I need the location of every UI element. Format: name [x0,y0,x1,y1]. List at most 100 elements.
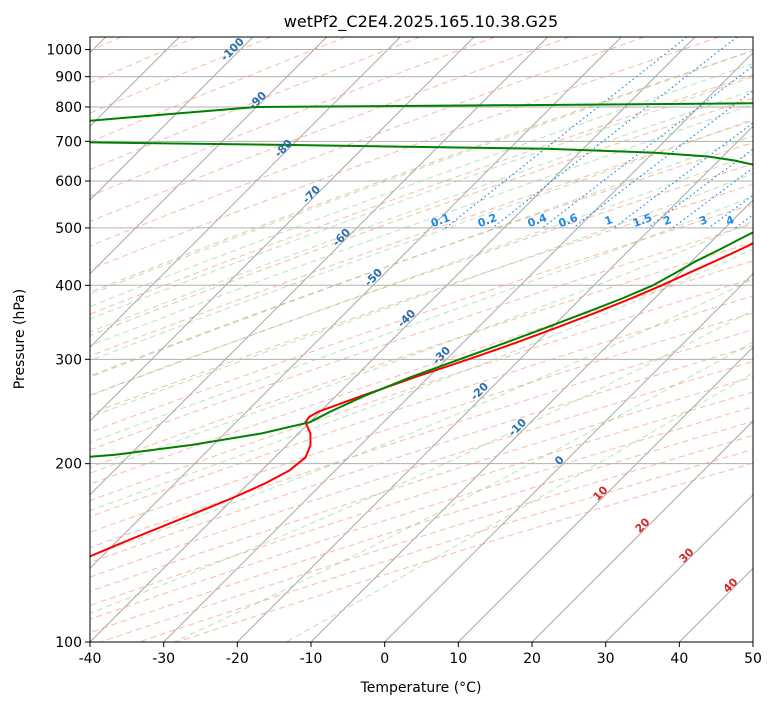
y-axis-label: Pressure (hPa) [12,289,28,389]
dry-adiabat-line [90,260,753,485]
y-tick-label: 600 [55,174,82,190]
isotherm-line [90,37,549,496]
y-tick-label: 200 [55,457,82,473]
y-tick-label: 900 [55,70,82,86]
moist-adiabat-label: 40 [721,575,741,595]
y-tick-label: 300 [55,352,82,368]
moist-adiabat-line [90,76,753,320]
mixing-ratio-label: 1 [603,213,615,228]
x-tick-label: 20 [523,651,541,667]
x-tick-label: -10 [300,651,323,667]
x-tick-label: -40 [79,651,102,667]
moist-adiabat-line [90,195,753,444]
dry-adiabat-label: -20 [468,380,491,403]
dry-adiabat-line [90,163,753,396]
x-tick-label: 30 [597,651,615,667]
chart-title: wetPf2_C2E4.2025.165.10.38.G25 [284,12,558,32]
dry-adiabat-line [90,120,753,357]
dry-adiabat-label: -60 [330,226,353,249]
isotherm-line [90,37,622,570]
dry-adiabat-line [90,37,272,114]
dry-adiabat-line [90,74,753,315]
isotherm-line [163,51,753,642]
mixing-ratio-label: 0.6 [557,211,580,230]
dry-adiabat-label: -80 [272,137,295,160]
dry-adiabat-line [90,223,753,451]
x-tick-label: 0 [380,651,389,667]
dry-adiabat-line [90,37,645,247]
dry-adiabat-line [90,37,346,143]
dry-adiabat-label: -90 [246,89,269,112]
y-tick-label: 100 [55,635,82,651]
temperature-profile-line [90,242,753,558]
mixing-ratio-line [647,148,753,229]
dry-adiabat-label: 0 [552,453,567,468]
moist-adiabat-line [90,248,753,512]
isotherm-line [752,641,753,642]
x-tick-label: 50 [744,651,762,667]
isotherm-line [90,37,696,642]
mixing-ratio-label: 0.1 [429,211,452,230]
isotherm-line [457,346,753,642]
moist-adiabat-line [90,135,753,378]
moist-adiabat-line [90,153,753,397]
dry-adiabat-line [90,37,720,271]
plot-frame [89,36,754,643]
dry-adiabat-line [90,183,753,415]
moist-adiabat-line [90,118,753,362]
y-tick-label: 800 [55,100,82,116]
dry-adiabat-line [90,376,753,592]
x-tick-label: 40 [670,651,688,667]
moist-adiabat-line [90,89,753,333]
dry-adiabat-line [90,37,570,223]
dry-adiabat-label: -10 [506,416,529,439]
moist-adiabat-line [90,103,753,347]
mixing-ratio-label: 6 [763,213,775,228]
isotherm-line [310,199,753,642]
moist-adiabat-line [90,63,753,308]
isotherm-line [384,272,753,642]
moist-adiabat-label: 10 [591,483,611,503]
isotherm-line [90,37,401,349]
mixing-ratio-line [445,37,688,229]
mixing-ratio-label: 0.4 [526,211,549,230]
dry-adiabat-line [90,328,753,549]
dry-adiabat-line [90,97,753,336]
moist-adiabat-line [90,278,753,558]
mixing-ratio-label: 2 [661,213,673,228]
y-tick-label: 700 [55,134,82,150]
dry-adiabat-label: -40 [395,307,418,330]
dry-adiabat-line [90,295,753,518]
mixing-ratio-line [613,122,753,229]
mixing-ratio-label: 4 [724,213,736,228]
dry-adiabat-line [90,203,753,433]
dry-adiabat-line [90,142,753,377]
dry-adiabat-line [90,37,496,197]
isotherm-line [90,37,254,201]
isotherm-line [605,493,753,642]
dry-adiabat-line [90,391,753,606]
x-axis-label: Temperature (°C) [360,680,482,696]
moist-adiabat-label: 20 [633,515,653,535]
moist-adiabat-line [90,173,753,418]
y-tick-label: 1000 [46,43,82,59]
mixing-ratio-label: 3 [698,213,710,228]
mixing-ratio-line [492,37,738,229]
dry-adiabat-line [90,345,753,564]
x-tick-label: 10 [449,651,467,667]
mixing-ratio-label: 0.2 [476,211,499,230]
isotherm-line [90,37,475,422]
isotherm-line [678,567,753,642]
mixing-ratio-line [572,89,753,229]
dry-adiabat-line [90,360,753,578]
dry-adiabat-line [90,312,753,533]
isotherm-line [236,125,753,642]
dry-adiabat-line [90,37,421,171]
x-tick-label: -30 [152,651,175,667]
mixing-ratio-label: 1.5 [631,211,654,230]
moist-adiabat-line [90,50,753,295]
dry-adiabat-line [90,278,753,502]
x-tick-label: -20 [226,651,249,667]
